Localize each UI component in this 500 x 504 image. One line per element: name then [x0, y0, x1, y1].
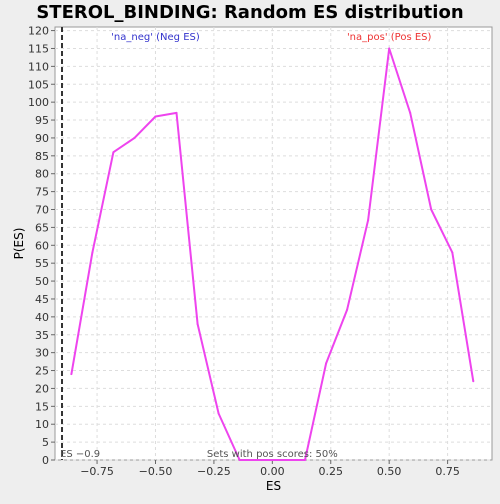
data-point	[304, 459, 307, 461]
data-point	[133, 136, 136, 139]
series-line	[70, 47, 475, 461]
data-point	[259, 459, 262, 461]
data-point	[367, 219, 370, 222]
chart-title: STEROL_BINDING: Random ES distribution	[36, 2, 463, 23]
x-tick-label: 0.00	[260, 465, 285, 478]
data-point	[346, 308, 349, 311]
neg-es-label: 'na_neg' (Neg ES)	[111, 32, 200, 43]
plot-area	[54, 26, 493, 461]
y-tick-label: 85	[35, 150, 49, 163]
data-point	[70, 373, 73, 376]
y-tick-label: 20	[35, 382, 49, 395]
data-point	[472, 380, 475, 383]
x-tick-label: 0.75	[435, 465, 460, 478]
pos-scores-label: Sets with pos scores: 50%	[207, 449, 338, 460]
y-tick-label: 115	[28, 42, 49, 55]
y-tick-label: 100	[28, 96, 49, 109]
data-point	[217, 412, 220, 415]
data-point	[388, 47, 391, 50]
y-tick-label: 50	[35, 275, 49, 288]
data-point	[409, 111, 412, 114]
y-tick-label: 25	[35, 365, 49, 378]
y-tick-label: 60	[35, 239, 49, 252]
x-tick-label: −0.25	[197, 465, 231, 478]
x-tick-label: 0.50	[377, 465, 402, 478]
data-point	[283, 459, 286, 461]
axis-layer: 0 5 10 15 20 25 30 35 40 45 50 55 60 65 70 75 80 85 90 95 10…	[28, 25, 460, 478]
data-point	[238, 459, 241, 461]
data-point	[91, 251, 94, 254]
y-tick-label: 95	[35, 114, 49, 127]
y-tick-label: 120	[28, 25, 49, 38]
y-tick-label: 45	[35, 293, 49, 306]
y-tick-label: 110	[28, 60, 49, 73]
y-tick-label: 90	[35, 132, 49, 145]
grid-layer	[55, 27, 492, 461]
data-point	[451, 251, 454, 254]
y-tick-label: 55	[35, 257, 49, 270]
y-tick-label: 40	[35, 311, 49, 324]
data-point	[196, 323, 199, 326]
data-point	[430, 208, 433, 211]
y-tick-label: 35	[35, 329, 49, 342]
x-axis-label: ES	[266, 479, 281, 493]
x-tick-label: −0.50	[139, 465, 173, 478]
y-tick-label: 5	[42, 436, 49, 449]
y-tick-label: 80	[35, 168, 49, 181]
x-tick-label: −0.75	[80, 465, 114, 478]
pos-es-label: 'na_pos' (Pos ES)	[347, 32, 432, 43]
x-tick-label: 0.25	[319, 465, 344, 478]
y-tick-label: 10	[35, 418, 49, 431]
data-point	[112, 151, 115, 154]
series-layer	[70, 47, 475, 461]
data-point	[154, 115, 157, 118]
es-value-label: ES −0.9	[60, 449, 100, 460]
y-tick-label: 105	[28, 78, 49, 91]
y-tick-label: 70	[35, 204, 49, 217]
y-tick-label: 75	[35, 186, 49, 199]
y-tick-label: 0	[42, 454, 49, 467]
y-tick-label: 65	[35, 221, 49, 234]
data-point	[325, 362, 328, 365]
y-tick-label: 30	[35, 347, 49, 360]
y-axis-label: P(ES)	[12, 228, 26, 260]
annotation-layer: ES −0.9 'na_neg' (Neg ES) 'na_pos' (Pos ES…	[60, 27, 432, 460]
y-tick-label: 15	[35, 400, 49, 413]
data-point	[175, 111, 178, 114]
